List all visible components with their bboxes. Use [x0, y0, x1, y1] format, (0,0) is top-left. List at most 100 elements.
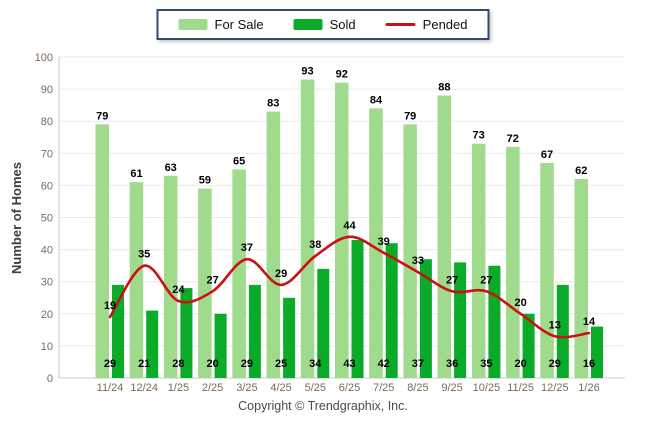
sold-value-label: 29: [104, 358, 116, 370]
bar-for-sale-11/24: [95, 124, 109, 379]
y-tick-label: 80: [41, 116, 53, 128]
for-sale-value-label: 65: [233, 155, 245, 167]
bar-for-sale-5/25: [300, 79, 315, 378]
x-tick-label: 1/26: [578, 382, 599, 394]
x-tick-label: 9/25: [441, 382, 462, 394]
pended-value-label: 38: [309, 239, 321, 251]
for-sale-value-label: 79: [404, 110, 416, 122]
y-tick-label: 50: [41, 213, 53, 225]
bar-sold-12/25: [556, 284, 569, 378]
pended-value-label: 27: [480, 274, 492, 286]
bar-sold-1/26: [591, 326, 603, 378]
sold-value-label: 43: [343, 358, 355, 370]
x-tick-label: 6/25: [339, 382, 360, 394]
pended-value-label: 27: [206, 274, 218, 286]
sold-value-label: 28: [172, 358, 184, 370]
sold-value-label: 21: [138, 358, 150, 370]
pended-value-label: 27: [446, 274, 458, 286]
bar-for-sale-11/25: [506, 146, 520, 378]
sold-value-label: 42: [378, 358, 390, 370]
pended-value-label: 13: [549, 319, 561, 331]
sold-value-label: 29: [241, 358, 253, 370]
bar-for-sale-6/25: [335, 82, 349, 378]
sold-value-label: 36: [446, 358, 458, 370]
x-tick-label: 12/24: [130, 382, 158, 394]
x-tick-label: 2/25: [202, 382, 223, 394]
sold-value-label: 34: [309, 358, 322, 370]
for-sale-value-label: 79: [96, 110, 108, 122]
sold-swatch-icon: [293, 19, 323, 30]
x-tick-label: 11/25: [507, 382, 534, 394]
bar-for-sale-10/25: [471, 143, 486, 378]
pended-value-label: 39: [378, 236, 390, 248]
legend-label-sold: Sold: [329, 17, 356, 32]
for-sale-value-label: 59: [199, 175, 211, 187]
pended-value-label: 29: [275, 268, 287, 280]
y-axis-title: Number of Homes: [9, 162, 24, 274]
for-sale-value-label: 92: [336, 69, 348, 81]
pended-value-label: 14: [583, 316, 596, 328]
sold-value-label: 25: [275, 358, 287, 370]
x-tick-label: 1/25: [168, 382, 189, 394]
y-tick-label: 10: [41, 341, 53, 353]
bar-sold-6/25: [351, 240, 364, 378]
x-tick-label: 4/25: [270, 382, 291, 394]
y-tick-label: 100: [35, 52, 53, 64]
for-sale-value-label: 88: [438, 82, 450, 94]
bar-sold-2/25: [214, 313, 227, 378]
copyright-text: Copyright © Trendgraphix, Inc.: [238, 399, 408, 413]
y-tick-label: 40: [41, 245, 53, 257]
for-sale-value-label: 84: [370, 94, 383, 106]
for-sale-value-label: 72: [507, 133, 519, 145]
bar-for-sale-12/25: [540, 162, 554, 378]
sold-value-label: 16: [583, 358, 595, 370]
pended-value-label: 20: [514, 297, 526, 309]
bar-sold-8/25: [419, 259, 432, 378]
pended-value-label: 37: [241, 242, 253, 254]
bar-for-sale-1/26: [574, 179, 588, 378]
legend-item-pended: Pended: [385, 17, 468, 32]
for-sale-value-label: 93: [301, 66, 313, 78]
y-tick-label: 30: [41, 277, 53, 289]
bar-for-sale-12/24: [129, 182, 144, 378]
pended-value-label: 44: [343, 220, 356, 232]
bar-sold-5/25: [317, 268, 330, 378]
x-tick-label: 11/24: [97, 382, 124, 394]
x-tick-label: 12/25: [541, 382, 569, 394]
for-sale-swatch-icon: [178, 19, 208, 30]
bar-sold-4/25: [283, 297, 296, 379]
for-sale-value-label: 83: [267, 98, 279, 110]
for-sale-value-label: 61: [130, 168, 142, 180]
sold-value-label: 29: [549, 358, 561, 370]
bar-sold-11/25: [522, 313, 535, 378]
bar-for-sale-3/25: [232, 169, 246, 379]
pended-value-label: 24: [172, 284, 185, 296]
legend-item-sold: Sold: [293, 17, 356, 32]
for-sale-value-label: 62: [575, 165, 587, 177]
y-tick-label: 0: [47, 373, 53, 385]
y-tick-label: 20: [41, 309, 53, 321]
x-tick-label: 5/25: [305, 382, 326, 394]
bar-for-sale-2/25: [198, 188, 212, 378]
bar-for-sale-4/25: [266, 111, 281, 378]
pended-value-label: 19: [104, 300, 116, 312]
for-sale-value-label: 67: [541, 149, 553, 161]
x-tick-label: 7/25: [373, 382, 394, 394]
bar-sold-12/24: [146, 310, 159, 378]
y-tick-label: 70: [41, 148, 53, 160]
x-tick-label: 3/25: [236, 382, 257, 394]
y-tick-label: 90: [41, 84, 53, 96]
sold-value-label: 35: [480, 358, 492, 370]
sold-value-label: 20: [206, 358, 218, 370]
bar-for-sale-7/25: [369, 108, 383, 379]
bar-for-sale-8/25: [403, 124, 417, 379]
bar-sold-3/25: [248, 284, 261, 378]
chart-legend: For Sale Sold Pended: [156, 9, 490, 40]
for-sale-value-label: 63: [165, 162, 177, 174]
y-tick-label: 60: [41, 180, 53, 192]
pended-value-label: 35: [138, 249, 150, 261]
legend-label-for-sale: For Sale: [214, 17, 264, 32]
bar-for-sale-9/25: [437, 95, 452, 378]
